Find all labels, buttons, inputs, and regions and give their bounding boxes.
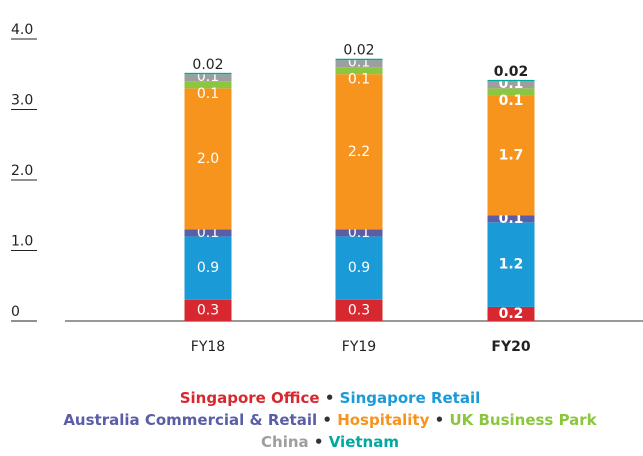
data-label: 0.1 (197, 69, 219, 85)
legend-entry: China (261, 433, 309, 451)
data-label: 1.2 (499, 257, 524, 273)
legend-separator: • (320, 389, 340, 407)
bar-segment (487, 81, 535, 89)
data-label: 0.2 (499, 306, 524, 322)
x-tick-label: FY20 (491, 339, 530, 355)
bar-segment (184, 229, 232, 237)
bar-segment (335, 229, 383, 237)
legend-row: China • Vietnam (261, 433, 399, 451)
bar-segment (487, 88, 535, 96)
x-tick-label: FY19 (342, 339, 376, 355)
data-label: 0.9 (348, 260, 370, 276)
bar-segment (335, 58, 383, 61)
bar-segment (184, 236, 232, 300)
data-label: 0.3 (348, 302, 370, 318)
y-tick-label: 2.0 (11, 163, 33, 179)
bar-segment (487, 79, 535, 82)
data-label: 0.1 (499, 76, 524, 92)
data-label: 0.02 (192, 57, 223, 73)
bar-segment (184, 74, 232, 82)
y-tick-label: 0 (11, 304, 20, 320)
data-label: 2.2 (348, 144, 370, 160)
data-label: 2.0 (197, 151, 219, 167)
data-label: 0.3 (197, 302, 219, 318)
bar-segment (335, 299, 383, 321)
bar-segment (184, 72, 232, 75)
data-label: 0.1 (348, 55, 370, 71)
legend-entry: Vietnam (329, 433, 399, 451)
legend-separator: • (317, 411, 337, 429)
bar-segment (335, 236, 383, 300)
bar-segment (184, 299, 232, 321)
bar-segment (335, 67, 383, 75)
legend-entry: UK Business Park (449, 411, 597, 429)
data-label: 0.1 (348, 72, 370, 88)
legend-separator: • (309, 433, 329, 451)
legend-row: Australia Commercial & Retail • Hospital… (63, 411, 597, 429)
data-label: 0.9 (197, 260, 219, 276)
bar-segment (487, 215, 535, 223)
bar-segment (184, 88, 232, 230)
data-label: 0.1 (499, 93, 524, 109)
y-tick-label: 4.0 (11, 22, 33, 38)
data-label: 0.02 (343, 43, 374, 59)
bar-segment (335, 74, 383, 230)
legend-row: Singapore Office • Singapore Retail (180, 389, 481, 407)
legend-entry: Singapore Retail (340, 389, 481, 407)
data-label: 1.7 (499, 147, 524, 163)
bar-segment (487, 306, 535, 321)
legend-entry: Hospitality (337, 411, 429, 429)
legend-entry: Singapore Office (180, 389, 320, 407)
y-tick-label: 1.0 (11, 234, 33, 250)
legend-separator: • (429, 411, 449, 429)
bar-segment (335, 60, 383, 68)
legend-entry: Australia Commercial & Retail (63, 411, 317, 429)
y-tick-label: 3.0 (11, 93, 33, 109)
bar-segment (184, 81, 232, 89)
x-tick-label: FY18 (191, 339, 225, 355)
bar-segment (487, 222, 535, 307)
bar-segment (487, 95, 535, 216)
data-label: 0.1 (197, 86, 219, 102)
data-label: 0.02 (494, 64, 529, 80)
